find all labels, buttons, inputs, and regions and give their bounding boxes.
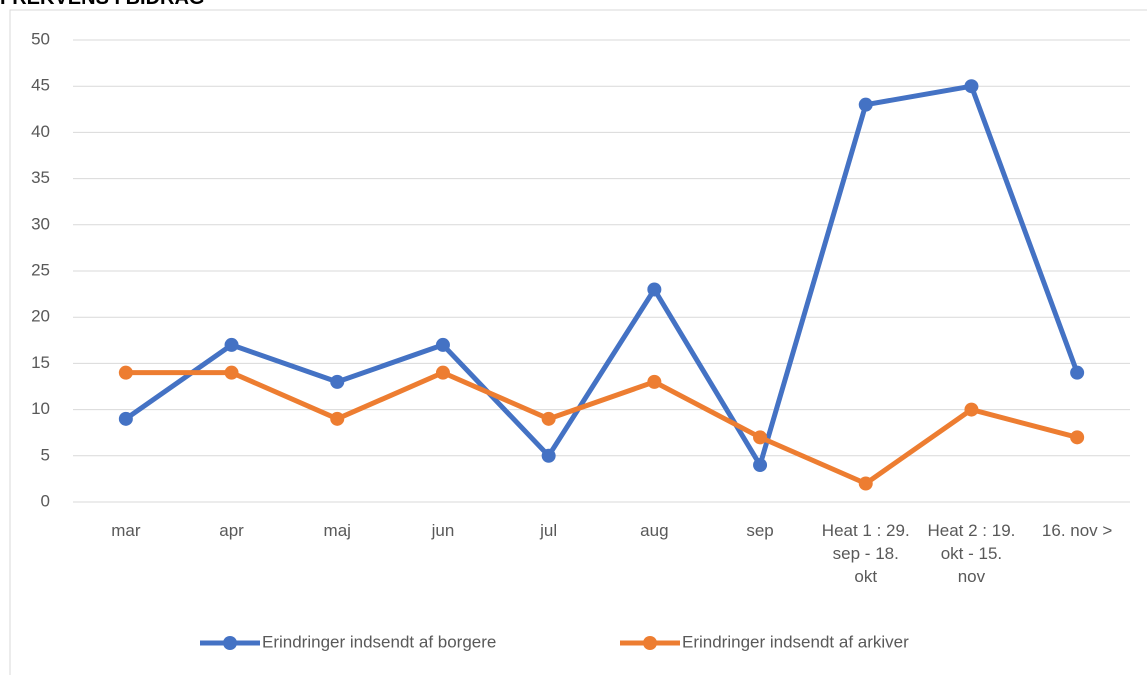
legend-marker: [223, 636, 237, 650]
y-tick-label: 40: [31, 122, 50, 141]
x-tick-label: Heat 1 : 29. sep - 18. okt: [821, 521, 910, 586]
line: [125, 370, 1078, 487]
marker: [435, 365, 450, 380]
marker: [964, 79, 979, 94]
marker: [541, 411, 556, 426]
y-tick-label: 20: [31, 307, 50, 326]
marker: [541, 448, 556, 463]
marker: [1070, 365, 1085, 380]
x-tick-label: jun: [431, 521, 455, 540]
marker: [647, 282, 662, 297]
y-tick-label: 30: [31, 214, 50, 233]
x-tick-label: sep: [746, 521, 774, 540]
marker: [224, 365, 239, 380]
marker: [858, 476, 873, 491]
marker: [330, 374, 345, 389]
y-tick-label: 50: [31, 29, 50, 48]
x-tick-label: mar: [111, 521, 141, 540]
marker: [118, 411, 133, 426]
x-tick-label: apr: [219, 521, 244, 540]
y-tick-label: 45: [31, 76, 50, 95]
chart-title: FREKVENS I BIDRAG: [0, 0, 204, 10]
marker: [647, 374, 662, 389]
x-tick-label: 16. nov >: [1041, 521, 1113, 540]
y-tick-label: 35: [31, 168, 50, 187]
x-tick-label: jul: [540, 521, 558, 540]
marker: [224, 337, 239, 352]
marker: [330, 411, 345, 426]
marker: [1070, 430, 1085, 445]
marker: [858, 97, 873, 112]
y-tick-label: 15: [31, 353, 50, 372]
legend-label: Erindringer indsendt af borgere: [262, 632, 496, 651]
y-tick-label: 25: [31, 260, 50, 279]
marker: [753, 458, 768, 473]
marker: [118, 365, 133, 380]
marker: [964, 402, 979, 417]
line: [124, 83, 1080, 468]
chart-frame: [9, 9, 1147, 675]
y-tick-label: 10: [31, 399, 50, 418]
y-tick-label: 5: [41, 445, 50, 464]
marker: [435, 337, 450, 352]
legend-marker: [643, 636, 657, 650]
marker: [753, 430, 768, 445]
x-tick-label: Heat 2 : 19. okt - 15. nov: [927, 521, 1016, 586]
legend-label: Erindringer indsendt af arkiver: [682, 632, 909, 651]
x-tick-label: maj: [323, 521, 351, 540]
x-tick-label: aug: [640, 521, 669, 540]
y-tick-label: 0: [41, 491, 50, 510]
